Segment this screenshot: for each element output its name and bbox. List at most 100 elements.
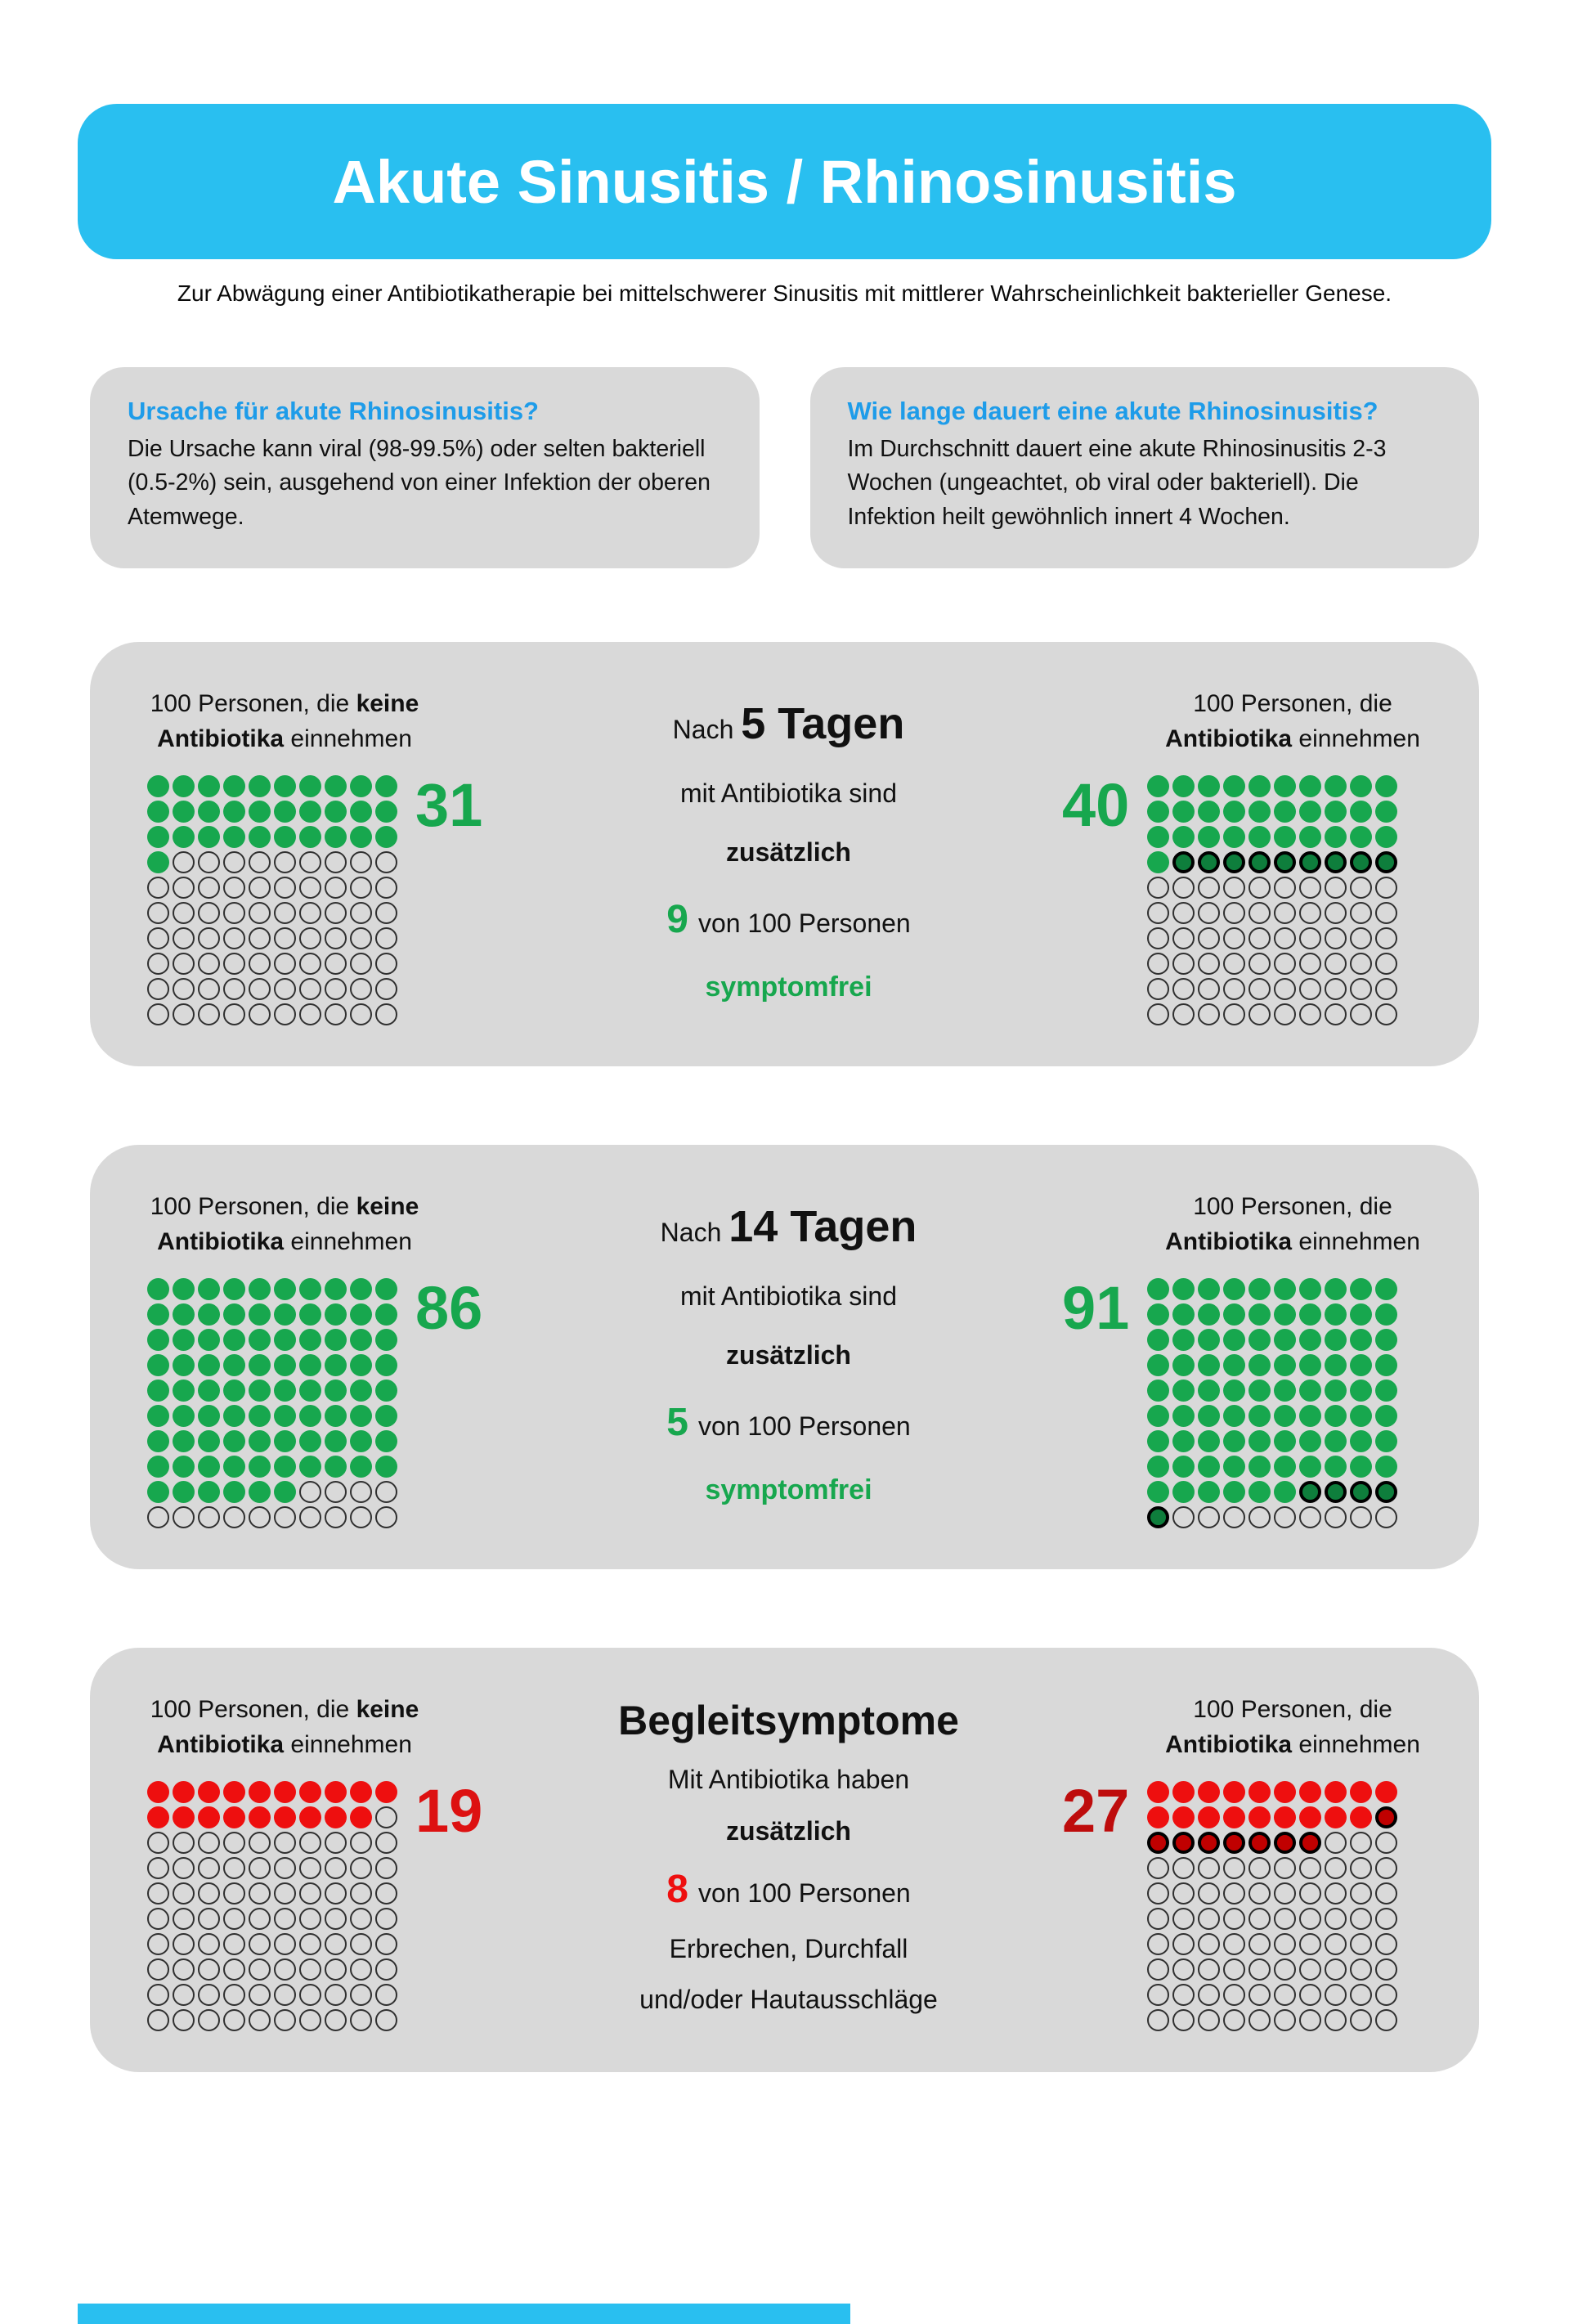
waffle-dot xyxy=(1223,1003,1246,1025)
waffle-dot xyxy=(1198,1806,1221,1828)
label-text: einnehmen xyxy=(284,725,412,753)
waffle-dot xyxy=(1350,1831,1373,1854)
waffle-dot xyxy=(1248,1907,1271,1930)
waffle-dot xyxy=(223,1856,245,1879)
waffle-dot xyxy=(249,1983,271,2006)
waffle-dot xyxy=(274,1505,296,1528)
waffle-dot xyxy=(1299,977,1322,1000)
waffle-dot xyxy=(350,1932,372,1955)
waffle-dot xyxy=(1299,926,1322,949)
waffle-dot xyxy=(223,1983,245,2006)
label-text-bold: Antibiotika xyxy=(157,1731,285,1759)
waffle-dot xyxy=(1147,1353,1170,1376)
waffle-dot xyxy=(375,1404,397,1427)
waffle-dot xyxy=(1147,1856,1170,1879)
waffle-dot xyxy=(299,850,321,873)
waffle-dot xyxy=(249,1932,271,1955)
waffle-dot xyxy=(1325,825,1347,848)
waffle-dot xyxy=(1172,977,1195,1000)
waffle-dot xyxy=(325,800,347,823)
waffle-dot xyxy=(299,1907,321,1930)
waffle-dot xyxy=(1172,800,1195,823)
waffle-dot xyxy=(1375,825,1398,848)
waffle-dot xyxy=(223,926,245,949)
waffle-dot xyxy=(299,1277,321,1300)
waffle-dot xyxy=(1375,1882,1398,1905)
waffle-dot xyxy=(1223,1429,1246,1452)
waffle-dot xyxy=(1375,1932,1398,1955)
waffle-dot xyxy=(198,1455,220,1478)
waffle-dot xyxy=(375,1958,397,1981)
waffle-dot xyxy=(274,1303,296,1326)
waffle-dot xyxy=(198,2008,220,2031)
waffle-dot xyxy=(173,1429,195,1452)
waffle-dot xyxy=(274,1003,296,1025)
waffle-dot xyxy=(1147,1983,1170,2006)
waffle-dot xyxy=(147,952,169,975)
label-text-bold: keine xyxy=(356,1695,419,1723)
waffle-dot xyxy=(1375,1780,1398,1803)
waffle-dot xyxy=(1223,2008,1246,2031)
waffle-dot xyxy=(1325,1429,1347,1452)
waffle-dot xyxy=(1325,1277,1347,1300)
waffle-dot xyxy=(1350,1806,1373,1828)
waffle-dot xyxy=(1325,1379,1347,1402)
waffle-row: 40 xyxy=(1062,774,1432,1027)
waffle-dot xyxy=(1147,1480,1170,1503)
waffle-dot xyxy=(1375,1480,1398,1503)
panel-side-effects: 100 Personen, die keine Antibiotika einn… xyxy=(90,1647,1479,2072)
waffle-dot xyxy=(1223,952,1246,975)
waffle-dot xyxy=(1172,1455,1195,1478)
headline-prefix: Nach xyxy=(660,1217,729,1247)
waffle-dot xyxy=(173,850,195,873)
waffle-dot xyxy=(1147,901,1170,924)
waffle-dot xyxy=(1375,1328,1398,1351)
waffle-dot xyxy=(1198,876,1221,899)
waffle-dot xyxy=(325,1303,347,1326)
waffle-dot xyxy=(1350,1455,1373,1478)
waffle-dot xyxy=(1299,1303,1322,1326)
header-banner: Akute Sinusitis / Rhinosinusitis xyxy=(78,104,1491,259)
waffle-dot xyxy=(1375,1404,1398,1427)
waffle-dot xyxy=(198,1780,220,1803)
waffle-dot xyxy=(147,1958,169,1981)
waffle-dot xyxy=(299,1404,321,1427)
waffle-dot xyxy=(1350,1856,1373,1879)
waffle-dot xyxy=(249,774,271,797)
waffle-dot xyxy=(299,952,321,975)
waffle-dot xyxy=(1248,1429,1271,1452)
waffle-dot xyxy=(223,800,245,823)
waffle-dot xyxy=(1147,1882,1170,1905)
waffle-dot xyxy=(173,977,195,1000)
waffle-dot xyxy=(299,1831,321,1854)
waffle-dot xyxy=(249,1780,271,1803)
waffle-dot xyxy=(1325,901,1347,924)
delta-number: 5 xyxy=(666,1401,688,1445)
label-text: 100 Personen, die xyxy=(150,1695,356,1723)
waffle-dot xyxy=(1248,800,1271,823)
waffle-dot xyxy=(274,774,296,797)
waffle-dot xyxy=(1147,2008,1170,2031)
waffle-dot xyxy=(1198,1958,1221,1981)
waffle-dot xyxy=(375,2008,397,2031)
waffle-dot xyxy=(1147,1379,1170,1402)
waffle-dot xyxy=(1350,1958,1373,1981)
waffle-dot xyxy=(299,1806,321,1828)
symptom-line-1: Erbrechen, Durchfall xyxy=(669,1933,908,1963)
waffle-dot xyxy=(1223,1932,1246,1955)
waffle-dot xyxy=(1223,1379,1246,1402)
waffle-dot xyxy=(223,1379,245,1402)
waffle-dot xyxy=(274,1831,296,1854)
waffle-dot xyxy=(1350,1932,1373,1955)
waffle-dot xyxy=(299,977,321,1000)
waffle-dot xyxy=(249,1455,271,1478)
waffle-dot xyxy=(274,1404,296,1427)
waffle-dot xyxy=(223,876,245,899)
waffle-dot xyxy=(1223,1856,1246,1879)
waffle-dot xyxy=(1248,1983,1271,2006)
waffle-dot xyxy=(198,1856,220,1879)
waffle-dot xyxy=(375,901,397,924)
waffle-dot xyxy=(249,1003,271,1025)
text-line-bold: zusätzlich xyxy=(726,837,851,868)
waffle-dot xyxy=(350,1882,372,1905)
